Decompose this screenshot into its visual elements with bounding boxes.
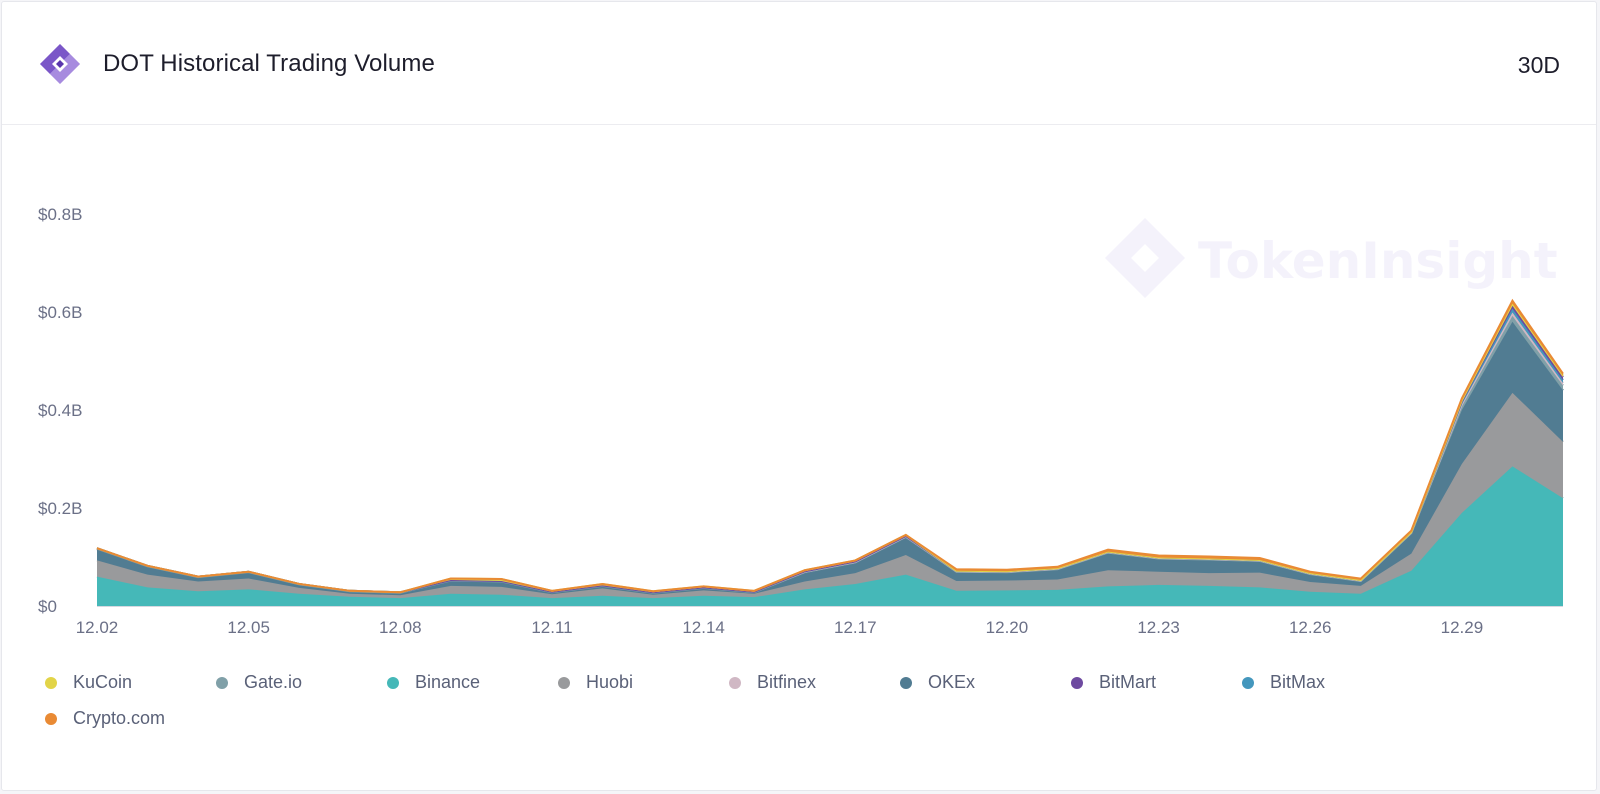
legend-label: Huobi — [586, 672, 634, 692]
legend-dot-icon — [45, 712, 57, 725]
x-tick-label: 12.11 — [531, 618, 572, 637]
x-axis: 12.02 12.05 12.08 12.11 12.14 12.17 12.20 12.23… — [76, 606, 1563, 637]
area-gate-io — [97, 315, 1563, 594]
y-axis: $0 $0.2B $0.4B $0.6B $0.8B — [38, 205, 82, 616]
legend-item-kucoin[interactable]: KuCoin — [45, 672, 132, 693]
area-kucoin — [97, 303, 1563, 593]
x-tick-label: 12.08 — [379, 618, 422, 637]
x-tick-label: 12.29 — [1441, 618, 1484, 637]
legend-dot-icon — [216, 676, 228, 689]
line-bitfinex — [96, 310, 1564, 594]
line-kucoin — [96, 301, 1564, 594]
line-bitmart — [96, 303, 1564, 594]
legend-label: BitMart — [1099, 672, 1157, 692]
legend-item-gate-io[interactable]: Gate.io — [216, 672, 302, 693]
watermark: TokenInsight — [1105, 218, 1558, 298]
legend-item-bitfinex[interactable]: Bitfinex — [729, 672, 816, 693]
legend-dot-icon — [1242, 676, 1254, 689]
line-bitmax — [96, 306, 1564, 594]
x-tick-label: 12.14 — [682, 618, 725, 637]
y-tick-label: $0.4B — [38, 401, 82, 420]
area-binance — [97, 466, 1563, 606]
legend-item-bitmart[interactable]: BitMart — [1071, 672, 1156, 693]
watermark-text: TokenInsight — [1198, 232, 1558, 290]
x-tick-label: 12.26 — [1289, 618, 1332, 637]
legend-label: OKEx — [928, 672, 976, 692]
legend-dot-icon — [900, 676, 912, 689]
area-bitfinex — [97, 312, 1563, 593]
area-crypto-com — [97, 300, 1563, 593]
card-header: DOT Historical Trading Volume 30D — [2, 2, 1596, 125]
legend-label: Gate.io — [244, 672, 303, 692]
area-bitmart — [97, 305, 1563, 593]
line-crypto-com — [96, 298, 1564, 594]
page-title: DOT Historical Trading Volume — [103, 50, 435, 77]
y-tick-label: $0.8B — [38, 205, 82, 224]
x-tick-label: 12.05 — [227, 618, 270, 637]
y-tick-label: $0 — [38, 597, 57, 616]
tokeninsight-logo-icon — [40, 44, 80, 84]
legend-dot-icon — [558, 676, 570, 689]
legend-item-bitmax[interactable]: BitMax — [1242, 672, 1325, 693]
watermark-logo-icon — [1105, 218, 1185, 298]
legend-item-binance[interactable]: Binance — [387, 672, 480, 693]
line-okex — [96, 319, 1564, 595]
legend-item-huobi[interactable]: Huobi — [558, 672, 633, 693]
area-bitmax — [97, 308, 1563, 593]
legend-dot-icon — [45, 676, 57, 689]
series-areas — [96, 298, 1564, 606]
legend-item-crypto-com[interactable]: Crypto.com — [45, 708, 165, 729]
area-okex — [97, 321, 1563, 596]
y-tick-label: $0.6B — [38, 303, 82, 322]
legend-label: Bitfinex — [757, 672, 817, 692]
legend-dot-icon — [1071, 676, 1083, 689]
legend-label: KuCoin — [73, 672, 133, 692]
x-tick-label: 12.02 — [76, 618, 119, 637]
time-range-selector[interactable]: 30D — [1517, 52, 1560, 78]
x-tick-label: 12.23 — [1137, 618, 1180, 637]
legend-label: BitMax — [1270, 672, 1326, 692]
legend-dot-icon — [729, 676, 741, 689]
x-tick-label: 12.20 — [986, 618, 1029, 637]
line-gate-io — [96, 314, 1564, 594]
x-tick-label: 12.17 — [834, 618, 877, 637]
y-tick-label: $0.2B — [38, 499, 82, 518]
legend-dot-icon — [387, 676, 399, 689]
legend-item-okex[interactable]: OKEx — [900, 672, 975, 693]
legend-label: Crypto.com — [73, 708, 166, 728]
legend-label: Binance — [415, 672, 481, 692]
